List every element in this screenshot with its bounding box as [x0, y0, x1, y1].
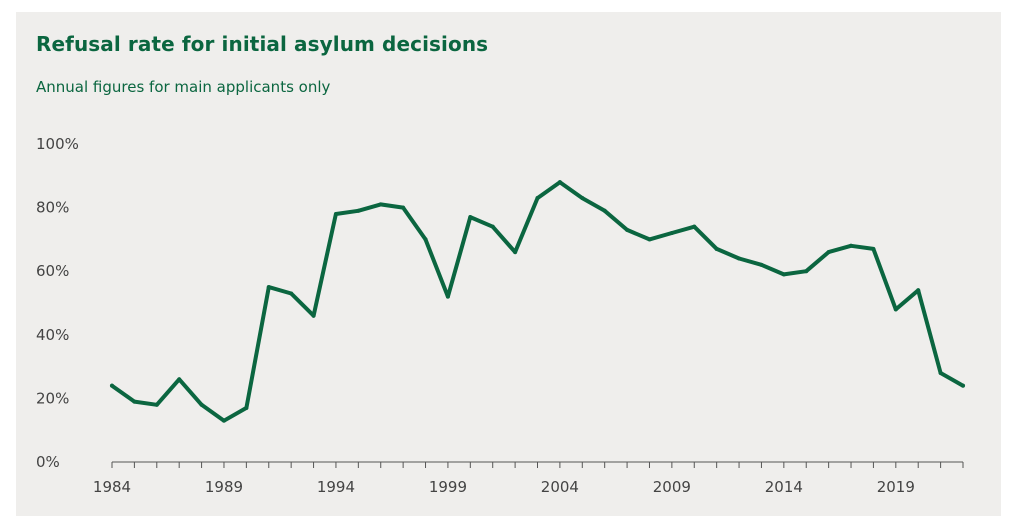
data-point — [110, 383, 114, 388]
data-point — [423, 237, 428, 242]
data-point — [177, 377, 182, 382]
data-point — [826, 250, 831, 255]
x-tick-label: 2009 — [653, 478, 691, 496]
data-point — [916, 288, 921, 293]
y-tick-label: 60% — [36, 262, 69, 280]
y-tick-label: 40% — [36, 326, 69, 344]
data-point — [221, 418, 226, 423]
x-tick-label: 2019 — [877, 478, 915, 496]
x-tick-label: 1999 — [429, 478, 467, 496]
chart-subtitle: Annual figures for main applicants only — [36, 78, 331, 96]
line-chart: 0% 20% 40% 60% 80% 100% 1984 1989 1994 1999 2004 2… — [36, 135, 965, 496]
data-point — [356, 208, 361, 213]
data-point — [557, 180, 562, 185]
y-tick-label: 20% — [36, 389, 69, 407]
chart-title: Refusal rate for initial asylum decision… — [36, 32, 489, 56]
y-axis-labels: 0% 20% 40% 60% 80% 100% — [36, 135, 79, 471]
y-tick-label: 100% — [36, 135, 79, 153]
data-point — [580, 196, 585, 201]
data-point — [625, 227, 630, 232]
data-point — [333, 211, 338, 216]
data-point — [871, 246, 876, 251]
x-tick-label: 2014 — [765, 478, 803, 496]
series-line — [110, 180, 965, 423]
data-point — [199, 402, 204, 407]
data-point — [244, 405, 249, 410]
chart-card: Refusal rate for initial asylum decision… — [16, 12, 1001, 516]
data-point — [513, 250, 518, 255]
data-point — [938, 370, 943, 375]
data-point — [266, 285, 271, 290]
data-point — [311, 313, 316, 318]
x-tick-label: 1989 — [205, 478, 243, 496]
x-tick-label: 1994 — [317, 478, 355, 496]
data-point — [714, 246, 719, 251]
data-point — [535, 196, 540, 201]
x-tick-label: 2004 — [541, 478, 579, 496]
y-tick-label: 0% — [36, 453, 60, 471]
series-layer — [110, 180, 965, 423]
data-point — [401, 205, 406, 210]
y-tick-label: 80% — [36, 199, 69, 217]
data-point — [468, 215, 473, 220]
data-point — [759, 262, 764, 267]
data-point — [154, 402, 159, 407]
x-axis: 1984 1989 1994 1999 2004 2009 2014 2019 — [93, 461, 964, 496]
data-point — [804, 269, 809, 274]
data-point — [132, 399, 137, 404]
data-point — [490, 224, 495, 229]
data-point — [289, 291, 294, 296]
data-point — [378, 202, 383, 207]
data-point — [961, 383, 965, 388]
data-point — [737, 256, 742, 261]
data-point — [781, 272, 786, 277]
data-point — [893, 307, 898, 312]
x-tick-label: 1984 — [93, 478, 131, 496]
data-point — [849, 243, 854, 248]
data-point — [692, 224, 697, 229]
data-point — [602, 208, 607, 213]
data-point — [669, 231, 674, 236]
data-point — [445, 294, 450, 299]
data-point — [647, 237, 652, 242]
